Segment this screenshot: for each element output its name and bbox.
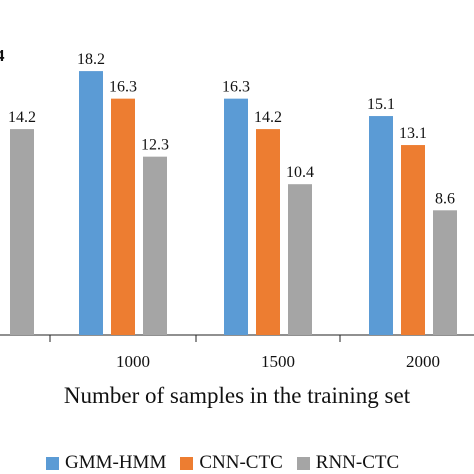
bar-cnn-ctc-1500 [256, 129, 280, 335]
data-label-gmm-hmm-1500: 16.3 [222, 79, 250, 96]
legend-item-cnn-ctc: CNN-CTC [180, 452, 283, 474]
bar-gmm-hmm-1500 [224, 98, 248, 336]
bar-gmm-hmm-1000 [79, 71, 103, 335]
data-label-cnn-ctc-1000: 16.3 [109, 79, 137, 96]
legend: GMM-HMM CNN-CTC RNN-CTC [46, 452, 413, 474]
bar-rnn-ctc-partial [10, 129, 34, 335]
legend-swatch-cnn-ctc [180, 456, 194, 470]
bar-cnn-ctc-2000 [401, 145, 425, 335]
data-label-gmm-hmm-2000: 15.1 [367, 96, 395, 113]
data-label-rnn-ctc-2000: 8.6 [435, 190, 455, 207]
bar-rnn-ctc-1000 [143, 156, 167, 335]
data-label-rnn-ctc-1500: 10.4 [286, 164, 314, 181]
bar-gmm-hmm-2000 [369, 116, 393, 335]
x-tick-label-2000: 2000 [406, 352, 440, 371]
legend-swatch-rnn-ctc [296, 456, 310, 470]
legend-label-rnn-ctc: RNN-CTC [315, 452, 400, 473]
bar-cnn-ctc-1000 [111, 98, 135, 336]
data-label-rnn-ctc-1000: 12.3 [141, 137, 169, 154]
legend-item-rnn-ctc: RNN-CTC [296, 452, 400, 474]
data-label-gmm-hmm-1000: 18.2 [77, 51, 105, 68]
bar-rnn-ctc-1500 [288, 184, 312, 335]
legend-label-cnn-ctc: CNN-CTC [199, 452, 283, 473]
data-label-rnn-ctc-partial: 14.2 [8, 109, 36, 126]
partial-label: 4 [0, 46, 5, 65]
data-label-cnn-ctc-2000: 13.1 [399, 125, 427, 142]
x-axis-label: Number of samples in the training set [63, 383, 411, 408]
legend-item-gmm-hmm: GMM-HMM [46, 452, 166, 474]
legend-label-gmm-hmm: GMM-HMM [65, 452, 167, 473]
data-label-cnn-ctc-1500: 14.2 [254, 109, 282, 126]
x-tick-label-1000: 1000 [116, 352, 150, 371]
x-tick-label-1500: 1500 [261, 352, 295, 371]
legend-swatch-gmm-hmm [46, 456, 59, 470]
bar-rnn-ctc-2000 [433, 210, 457, 335]
